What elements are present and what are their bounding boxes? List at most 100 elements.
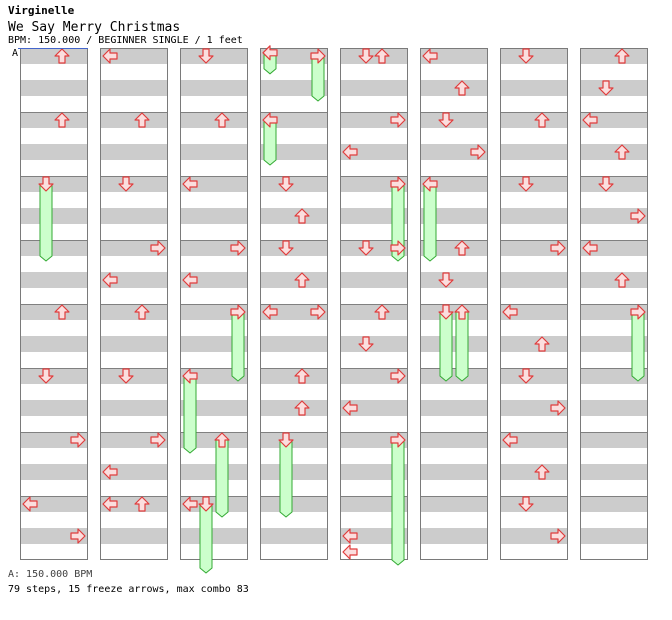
beat-stripe [340, 304, 408, 320]
step-arrow-down-icon [518, 48, 534, 64]
beat-stripe [20, 272, 88, 288]
step-arrow-left-icon [102, 272, 118, 288]
beat-stripe [580, 176, 648, 192]
freeze-arrow-right [631, 311, 645, 382]
arrow-shape [342, 528, 358, 544]
arrow-shape [214, 432, 230, 448]
arrow-shape [358, 240, 374, 256]
step-arrow-up-icon [134, 112, 150, 128]
arrow-shape [118, 176, 134, 192]
arrow-shape [438, 272, 454, 288]
column-border [340, 48, 408, 560]
beat-stripe [260, 496, 328, 512]
step-arrow-left-icon [422, 176, 438, 192]
chart-column [340, 48, 408, 560]
arrow-shape [134, 112, 150, 128]
step-arrow-left-icon [182, 272, 198, 288]
arrow-shape [294, 368, 310, 384]
step-stats: 79 steps, 15 freeze arrows, max combo 83 [8, 584, 249, 595]
step-arrow-right-icon [630, 208, 646, 224]
freeze-arrows [39, 52, 645, 574]
step-arrow-up-icon [54, 48, 70, 64]
arrow-shape [390, 368, 406, 384]
chart-column [420, 48, 488, 560]
arrow-shape [582, 112, 598, 128]
arrow-shape [54, 304, 70, 320]
beat-stripe [580, 240, 648, 256]
step-arrow-up-icon [534, 464, 550, 480]
beat-stripe [100, 336, 168, 352]
step-arrow-left-icon [182, 496, 198, 512]
beat-stripe [260, 336, 328, 352]
arrow-shape [454, 80, 470, 96]
beat-stripe [580, 80, 648, 96]
step-arrow-up-icon [454, 240, 470, 256]
step-arrow-down-icon [278, 176, 294, 192]
step-arrow-down-icon [118, 176, 134, 192]
arrow-shape [598, 176, 614, 192]
beat-stripe [500, 464, 568, 480]
arrow-shape [54, 112, 70, 128]
beat-stripe [580, 496, 648, 512]
step-arrow-up-icon [614, 272, 630, 288]
beat-stripe [580, 528, 648, 544]
beat-stripe [20, 464, 88, 480]
step-arrow-down-icon [518, 368, 534, 384]
beat-stripe [100, 464, 168, 480]
arrow-shape [502, 432, 518, 448]
step-arrow-down-icon [198, 496, 214, 512]
beat-stripe [20, 208, 88, 224]
chart-column [100, 48, 168, 560]
step-arrow-left-icon [182, 176, 198, 192]
beat-stripe [180, 80, 248, 96]
arrow-shape [550, 528, 566, 544]
beat-stripe [500, 176, 568, 192]
arrow-shape [198, 48, 214, 64]
arrow-shape [422, 48, 438, 64]
step-arrow-left-icon [262, 304, 278, 320]
freeze-arrow-right [231, 311, 245, 382]
step-arrow-up-icon [54, 112, 70, 128]
beat-stripe [420, 272, 488, 288]
arrow-shape [534, 336, 550, 352]
arrow-shape [454, 304, 470, 320]
arrow-shape [38, 176, 54, 192]
beat-stripe [100, 208, 168, 224]
arrow-shape [310, 48, 326, 64]
step-arrow-left-icon [262, 112, 278, 128]
arrow-shape [54, 48, 70, 64]
beat-stripe [500, 368, 568, 384]
arrow-shape [630, 304, 646, 320]
step-arrow-left-icon [502, 432, 518, 448]
arrow-shape [342, 544, 358, 560]
step-arrow-right-icon [550, 400, 566, 416]
arrow-shape [262, 45, 278, 61]
beat-stripe [100, 112, 168, 128]
arrow-shape [454, 240, 470, 256]
beat-stripe [340, 368, 408, 384]
beat-stripe [260, 112, 328, 128]
step-arrow-left-icon [342, 544, 358, 560]
step-arrow-right-icon [310, 304, 326, 320]
beat-stripe [500, 48, 568, 64]
arrow-shape [438, 304, 454, 320]
step-arrow-left-icon [342, 144, 358, 160]
arrow-shape [294, 208, 310, 224]
freeze-arrow-down [439, 311, 453, 382]
step-arrow-down-icon [358, 336, 374, 352]
beat-stripe [580, 464, 648, 480]
beat-stripe [100, 400, 168, 416]
beat-stripe [20, 368, 88, 384]
step-arrow-down-icon [438, 304, 454, 320]
beat-stripe [420, 80, 488, 96]
step-arrow-up-icon [214, 112, 230, 128]
step-arrow-up-icon [214, 432, 230, 448]
beat-stripe [500, 400, 568, 416]
step-arrow-down-icon [38, 176, 54, 192]
step-arrow-up-icon [294, 400, 310, 416]
step-arrow-right-icon [390, 432, 406, 448]
song-title: We Say Merry Christmas [8, 20, 181, 35]
step-arrow-up-icon [454, 80, 470, 96]
beat-stripe [420, 208, 488, 224]
step-arrow-right-icon [390, 368, 406, 384]
